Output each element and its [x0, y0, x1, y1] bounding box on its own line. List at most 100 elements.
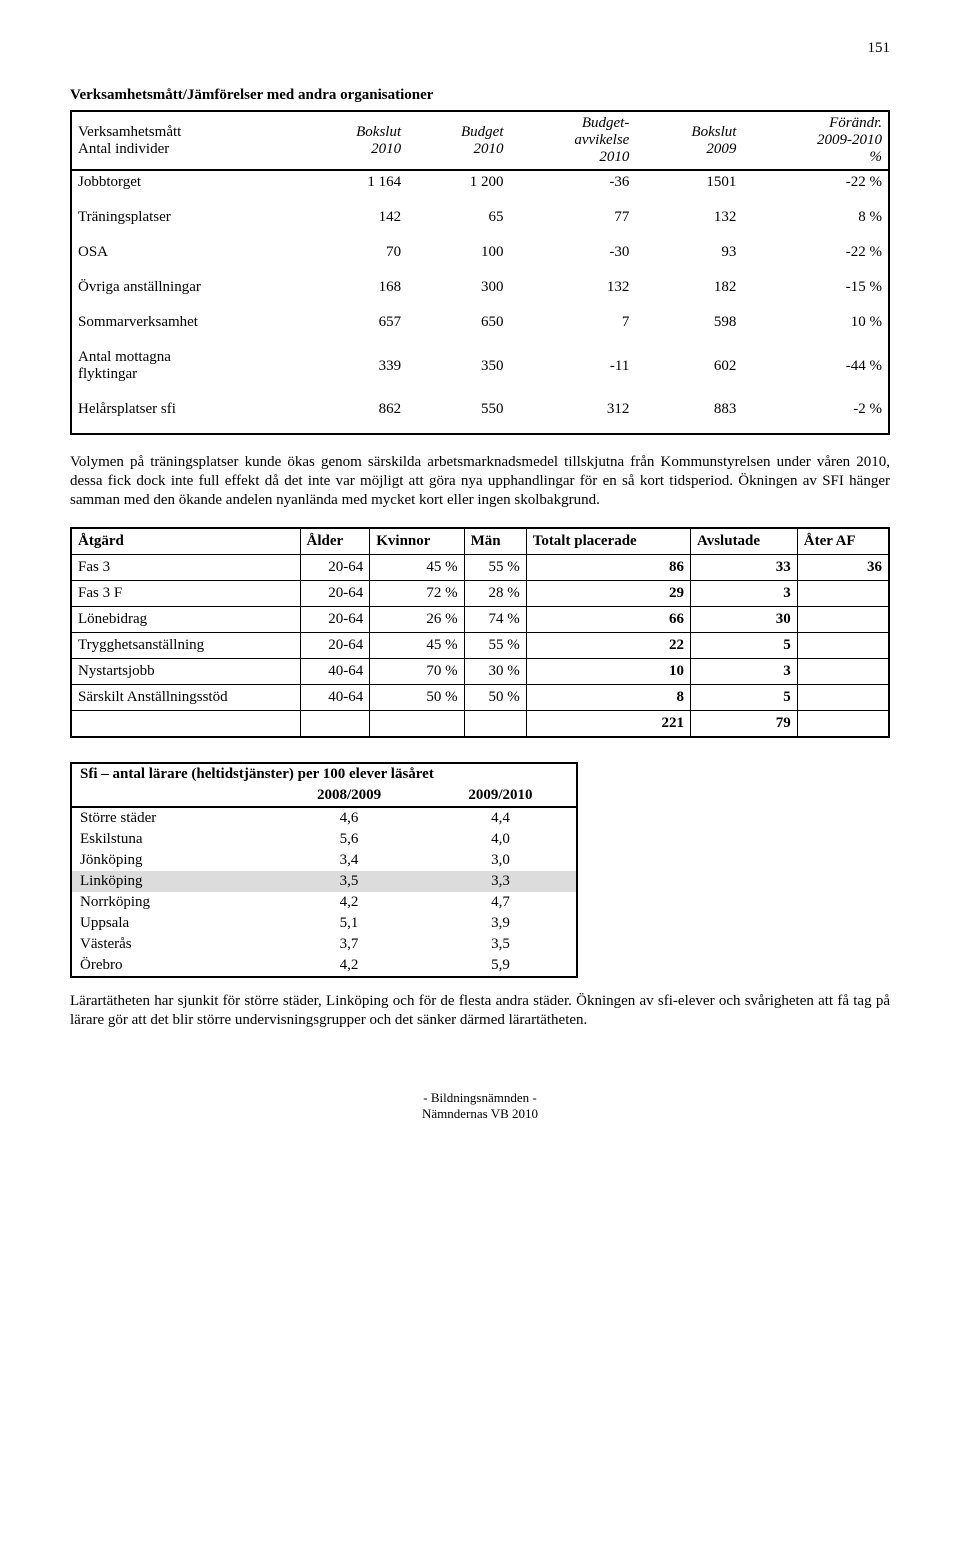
- t3-h1: 2008/2009: [274, 785, 425, 807]
- cell: 20-64: [300, 633, 370, 659]
- cell: 5,1: [274, 913, 425, 934]
- cell: 650: [407, 311, 509, 334]
- t2-h6: Åter AF: [797, 528, 889, 555]
- t1-h1: Bokslut 2010: [300, 111, 407, 170]
- table-row: Större städer4,64,4: [71, 807, 577, 829]
- cell: 28 %: [464, 581, 526, 607]
- cell: 3,7: [274, 934, 425, 955]
- cell: 30 %: [464, 659, 526, 685]
- cell: 4,6: [274, 807, 425, 829]
- row-label: Träningsplatser: [71, 206, 300, 229]
- cell: -11: [510, 346, 636, 386]
- cell: 602: [635, 346, 742, 386]
- cell: 20-64: [300, 581, 370, 607]
- cell: 168: [300, 276, 407, 299]
- cell: 74 %: [464, 607, 526, 633]
- cell: 1 164: [300, 170, 407, 194]
- cell: 20-64: [300, 607, 370, 633]
- cell: 5: [691, 685, 798, 711]
- row-label: Fas 3: [71, 555, 300, 581]
- cell: 3: [691, 659, 798, 685]
- table-row: Fas 3 F20-6472 %28 %293: [71, 581, 889, 607]
- cell: 3,5: [274, 871, 425, 892]
- cell: -2 %: [742, 398, 889, 421]
- table-row: Träningsplatser14265771328 %: [71, 206, 889, 229]
- row-label: Uppsala: [71, 913, 274, 934]
- cell: 100: [407, 241, 509, 264]
- t3-h2: 2009/2010: [425, 785, 578, 807]
- cell: 33: [691, 555, 798, 581]
- row-label: Nystartsjobb: [71, 659, 300, 685]
- cell: 3,0: [425, 850, 578, 871]
- cell: 29: [526, 581, 690, 607]
- cell: -44 %: [742, 346, 889, 386]
- sfi-table: Sfi – antal lärare (heltidstjänster) per…: [70, 762, 578, 978]
- cell: 22: [526, 633, 690, 659]
- cell: 4,7: [425, 892, 578, 913]
- total-finished: 79: [691, 711, 798, 738]
- cell: 1501: [635, 170, 742, 194]
- page-footer: - Bildningsnämnden - Nämndernas VB 2010: [70, 1090, 890, 1122]
- cell: 10 %: [742, 311, 889, 334]
- table-row: Norrköping4,24,7: [71, 892, 577, 913]
- cell: 5,9: [425, 955, 578, 977]
- row-label: Sommarverksamhet: [71, 311, 300, 334]
- cell: -22 %: [742, 170, 889, 194]
- cell: 65: [407, 206, 509, 229]
- cell: 45 %: [370, 555, 464, 581]
- cell: 142: [300, 206, 407, 229]
- cell: [797, 633, 889, 659]
- cell: 4,2: [274, 955, 425, 977]
- cell: 350: [407, 346, 509, 386]
- table-row: Övriga anställningar168300132182-15 %: [71, 276, 889, 299]
- cell: 3,5: [425, 934, 578, 955]
- table-row: Trygghetsanställning20-6445 %55 %225: [71, 633, 889, 659]
- cell: [797, 607, 889, 633]
- cell: 7: [510, 311, 636, 334]
- cell: -22 %: [742, 241, 889, 264]
- t1-h2: Budget 2010: [407, 111, 509, 170]
- cell: 45 %: [370, 633, 464, 659]
- table-row: Örebro4,25,9: [71, 955, 577, 977]
- t2-h2: Kvinnor: [370, 528, 464, 555]
- t1-h5: Förändr. 2009-2010 %: [742, 111, 889, 170]
- footer-line1: - Bildningsnämnden -: [70, 1090, 890, 1106]
- t3-title: Sfi – antal lärare (heltidstjänster) per…: [71, 763, 577, 785]
- table-row: Jönköping3,43,0: [71, 850, 577, 871]
- cell: 36: [797, 555, 889, 581]
- t2-h5: Avslutade: [691, 528, 798, 555]
- cell: 132: [510, 276, 636, 299]
- cell: 10: [526, 659, 690, 685]
- cell: 182: [635, 276, 742, 299]
- row-label: OSA: [71, 241, 300, 264]
- cell: 30: [691, 607, 798, 633]
- cell: 550: [407, 398, 509, 421]
- cell: 50 %: [464, 685, 526, 711]
- totals-row: 22179: [71, 711, 889, 738]
- t1-h3: Budget- avvikelse 2010: [510, 111, 636, 170]
- cell: 70: [300, 241, 407, 264]
- table-row: Antal mottagna flyktingar339350-11602-44…: [71, 346, 889, 386]
- row-label: Helårsplatser sfi: [71, 398, 300, 421]
- table-row: Nystartsjobb40-6470 %30 %103: [71, 659, 889, 685]
- row-label: Större städer: [71, 807, 274, 829]
- cell: -36: [510, 170, 636, 194]
- cell: 72 %: [370, 581, 464, 607]
- metrics-table: Verksamhetsmått Antal individer Bokslut …: [70, 110, 890, 435]
- cell: 8 %: [742, 206, 889, 229]
- cell: 20-64: [300, 555, 370, 581]
- t2-h3: Män: [464, 528, 526, 555]
- cell: [797, 685, 889, 711]
- cell: 3,9: [425, 913, 578, 934]
- cell: 40-64: [300, 685, 370, 711]
- cell: -15 %: [742, 276, 889, 299]
- cell: 598: [635, 311, 742, 334]
- cell: 883: [635, 398, 742, 421]
- cell: 5,6: [274, 829, 425, 850]
- cell: 3: [691, 581, 798, 607]
- table-row: Eskilstuna5,64,0: [71, 829, 577, 850]
- cell: 93: [635, 241, 742, 264]
- cell: 70 %: [370, 659, 464, 685]
- row-label: Jönköping: [71, 850, 274, 871]
- cell: 8: [526, 685, 690, 711]
